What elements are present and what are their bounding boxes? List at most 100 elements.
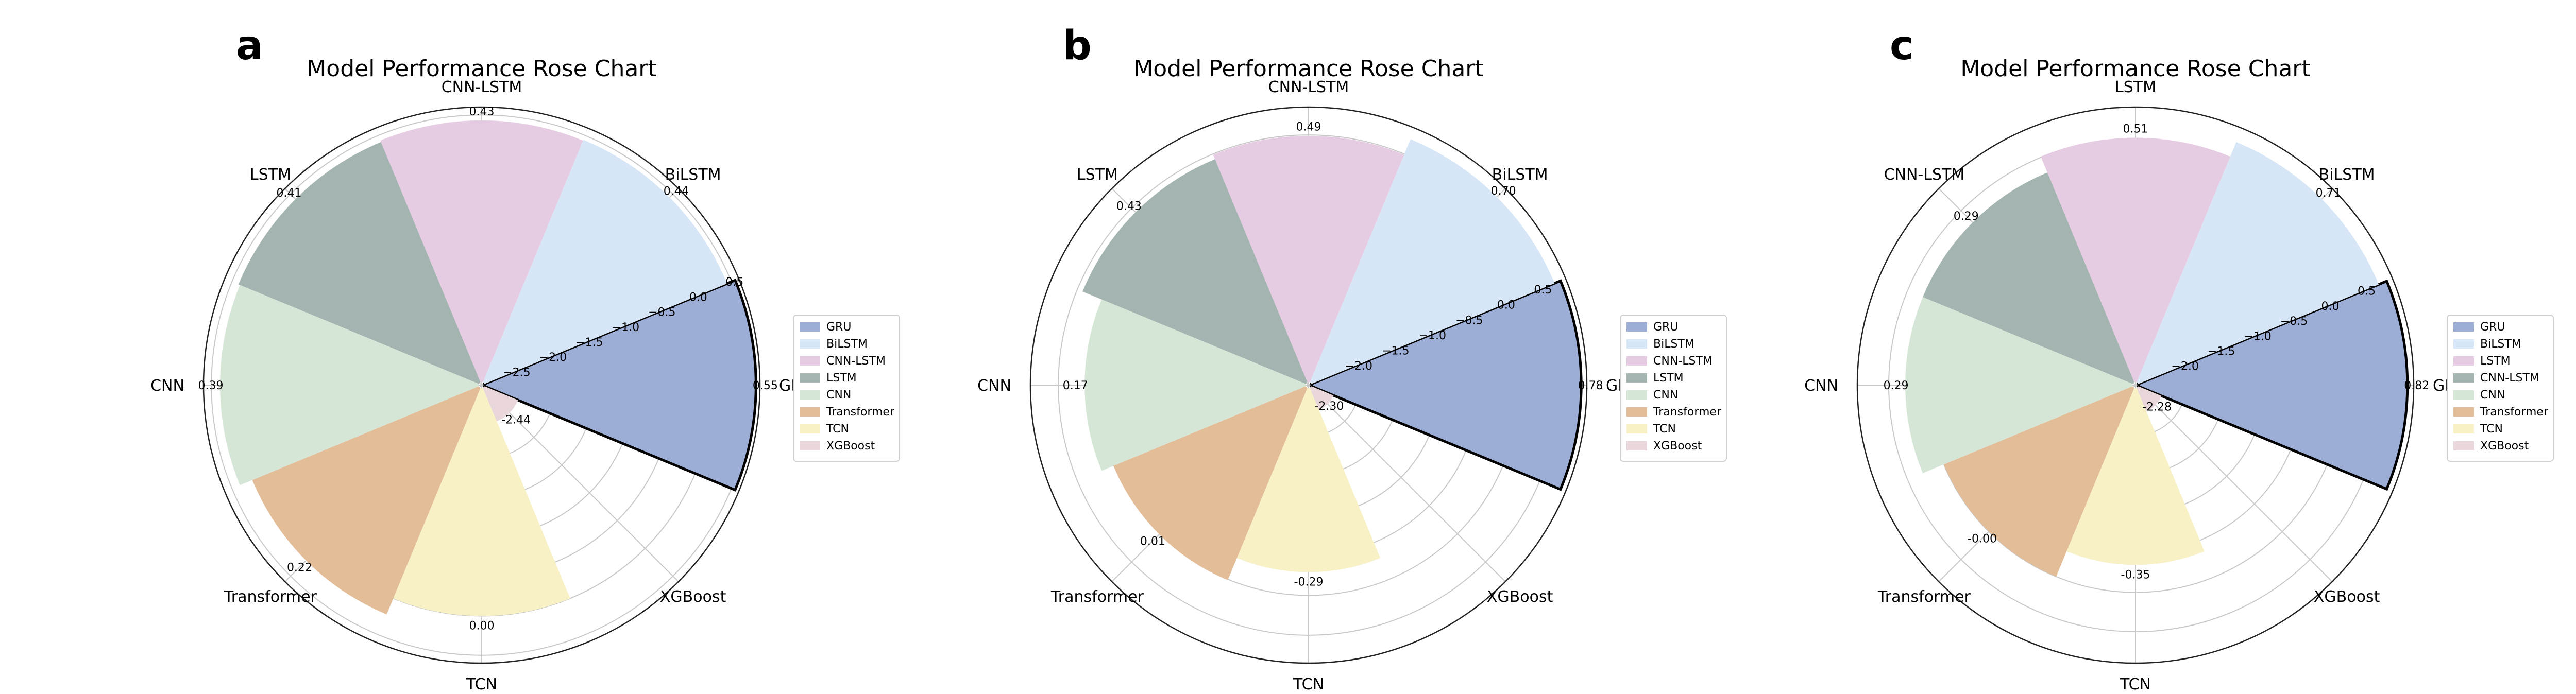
r-tick-label: −0.5 [2280,315,2308,328]
value-label: 0.29 [1884,379,1909,392]
rose-bar-xgboost [1310,386,1334,410]
legend-entry: BiLSTM [2480,338,2521,351]
category-label: XGBoost [2314,588,2380,606]
legend-entry: GRU [2480,321,2505,334]
r-tick-label: −1.0 [1419,329,1446,342]
value-label: -2.30 [1314,400,1344,413]
value-label: 0.71 [2316,187,2341,200]
legend-entry: CNN [826,389,851,402]
value-label: 0.70 [1491,185,1516,198]
grid-spoke [1308,385,1506,582]
rose-bar-bilstm [483,140,727,384]
legend-swatch [1626,373,1647,383]
legend-entry: LSTM [826,372,857,385]
r-tick-label: −1.0 [612,321,639,334]
category-label: CNN [150,377,184,395]
legend-swatch [800,441,820,450]
category-label: XGBoost [660,588,726,606]
legend-entry: BiLSTM [1653,338,1694,351]
r-tick-label: 0.0 [1497,299,1515,312]
r-tick-label: −2.5 [503,366,530,379]
r-tick-label: −1.5 [575,336,603,349]
value-label: 0.43 [1116,200,1142,213]
legend-swatch [800,322,820,332]
legend-swatch [2453,424,2474,433]
rose-bar-cnn [220,285,479,485]
rose-bar-cnn [1084,299,1306,471]
legend-swatch [1626,390,1647,400]
panel-label: b [1063,23,1092,69]
legend-entry: BiLSTM [826,338,868,351]
legend-entry: CNN-LSTM [2480,372,2539,385]
legend-swatch [1626,322,1647,332]
value-label: 0.44 [664,185,689,198]
value-label: -0.00 [1968,532,1997,545]
legend-swatch [800,356,820,366]
r-tick-label: 0.5 [725,276,743,289]
value-label: 0.41 [276,187,301,200]
r-tick-label: 0.0 [2321,300,2340,313]
rose-bar-cnn-lstm [1213,135,1404,383]
legend-swatch [2453,407,2474,417]
rose-bar-tcn [2066,388,2205,565]
legend-entry: CNN [1653,389,1678,402]
rose-chart-c: c Model Performance Rose Chart −2.0 −1.5 −1.… [1804,23,2554,693]
legend-swatch [800,424,820,433]
rose-bar-transformer [1943,386,2134,577]
legend-swatch [800,407,820,417]
rose-bar-transformer [1113,386,1308,580]
value-label: 0.55 [753,379,778,392]
value-label: 0.22 [287,562,312,575]
legend-swatch [2453,322,2474,332]
rose-chart-b: b Model Performance Rose Chart −2.0 −1.5 −1.… [977,23,1727,693]
category-label: Transformer [224,588,317,606]
legend-entry: Transformer [826,406,895,419]
category-label: TCN [2120,675,2151,693]
legend-swatch [2453,373,2474,383]
rose-bar-transformer [252,386,481,615]
rose-bar-gru [483,279,757,492]
value-label: -0.29 [1294,576,1324,589]
rose-bar-lstm [1082,159,1308,384]
r-tick-label: −1.5 [2208,345,2235,358]
rose-bar-lstm [238,142,481,384]
value-label: 0.51 [2123,123,2148,136]
legend-swatch [1626,339,1647,349]
category-label: XGBoost [1487,588,1553,606]
legend-swatch [800,339,820,349]
rose-bar-xgboost [483,386,518,422]
rose-bar-cnn-lstm [1923,172,2134,384]
category-label: LSTM [2115,78,2156,96]
category-label: CNN-LSTM [1268,78,1349,96]
legend: GRU BiLSTM LSTM CNN-LSTM CNN Transformer TCN XG… [2447,315,2554,462]
rose-bar-cnn-lstm [380,120,583,383]
value-label: -2.28 [2142,401,2172,414]
rose-bar-gru [1310,279,1583,491]
r-tick-label: −0.5 [1455,314,1483,327]
grid-spoke [481,385,679,582]
r-tick-label: 0.5 [2358,285,2376,298]
polar-frame [1856,106,2415,664]
legend-entry: XGBoost [2480,440,2529,453]
legend-swatch [2453,339,2474,349]
rose-bar-gru [2137,279,2409,491]
r-tick-label: −0.5 [648,306,675,319]
legend-entry: CNN-LSTM [1653,355,1713,368]
chart-title: Model Performance Rose Chart [307,56,656,82]
category-label: BiLSTM [2319,166,2375,184]
legend-entry: GRU [1653,321,1678,334]
value-label: -2.44 [501,414,531,427]
value-label: 0.00 [469,619,495,632]
rose-bar-tcn [393,388,570,616]
legend-swatch [1626,407,1647,417]
value-label: 0.82 [2404,379,2429,392]
r-tick-label: 0.5 [1534,284,1552,297]
polar-frame [202,106,761,664]
rose-bar-cnn [1905,297,2133,474]
legend-entry: LSTM [1653,372,1684,385]
r-tick-label: −1.5 [1382,345,1409,358]
rose-chart-a: a Model Performance Rose Chart −2.5 −2.0 −1.… [150,23,900,693]
value-label: 0.49 [1296,121,1321,134]
legend-swatch [1626,441,1647,450]
